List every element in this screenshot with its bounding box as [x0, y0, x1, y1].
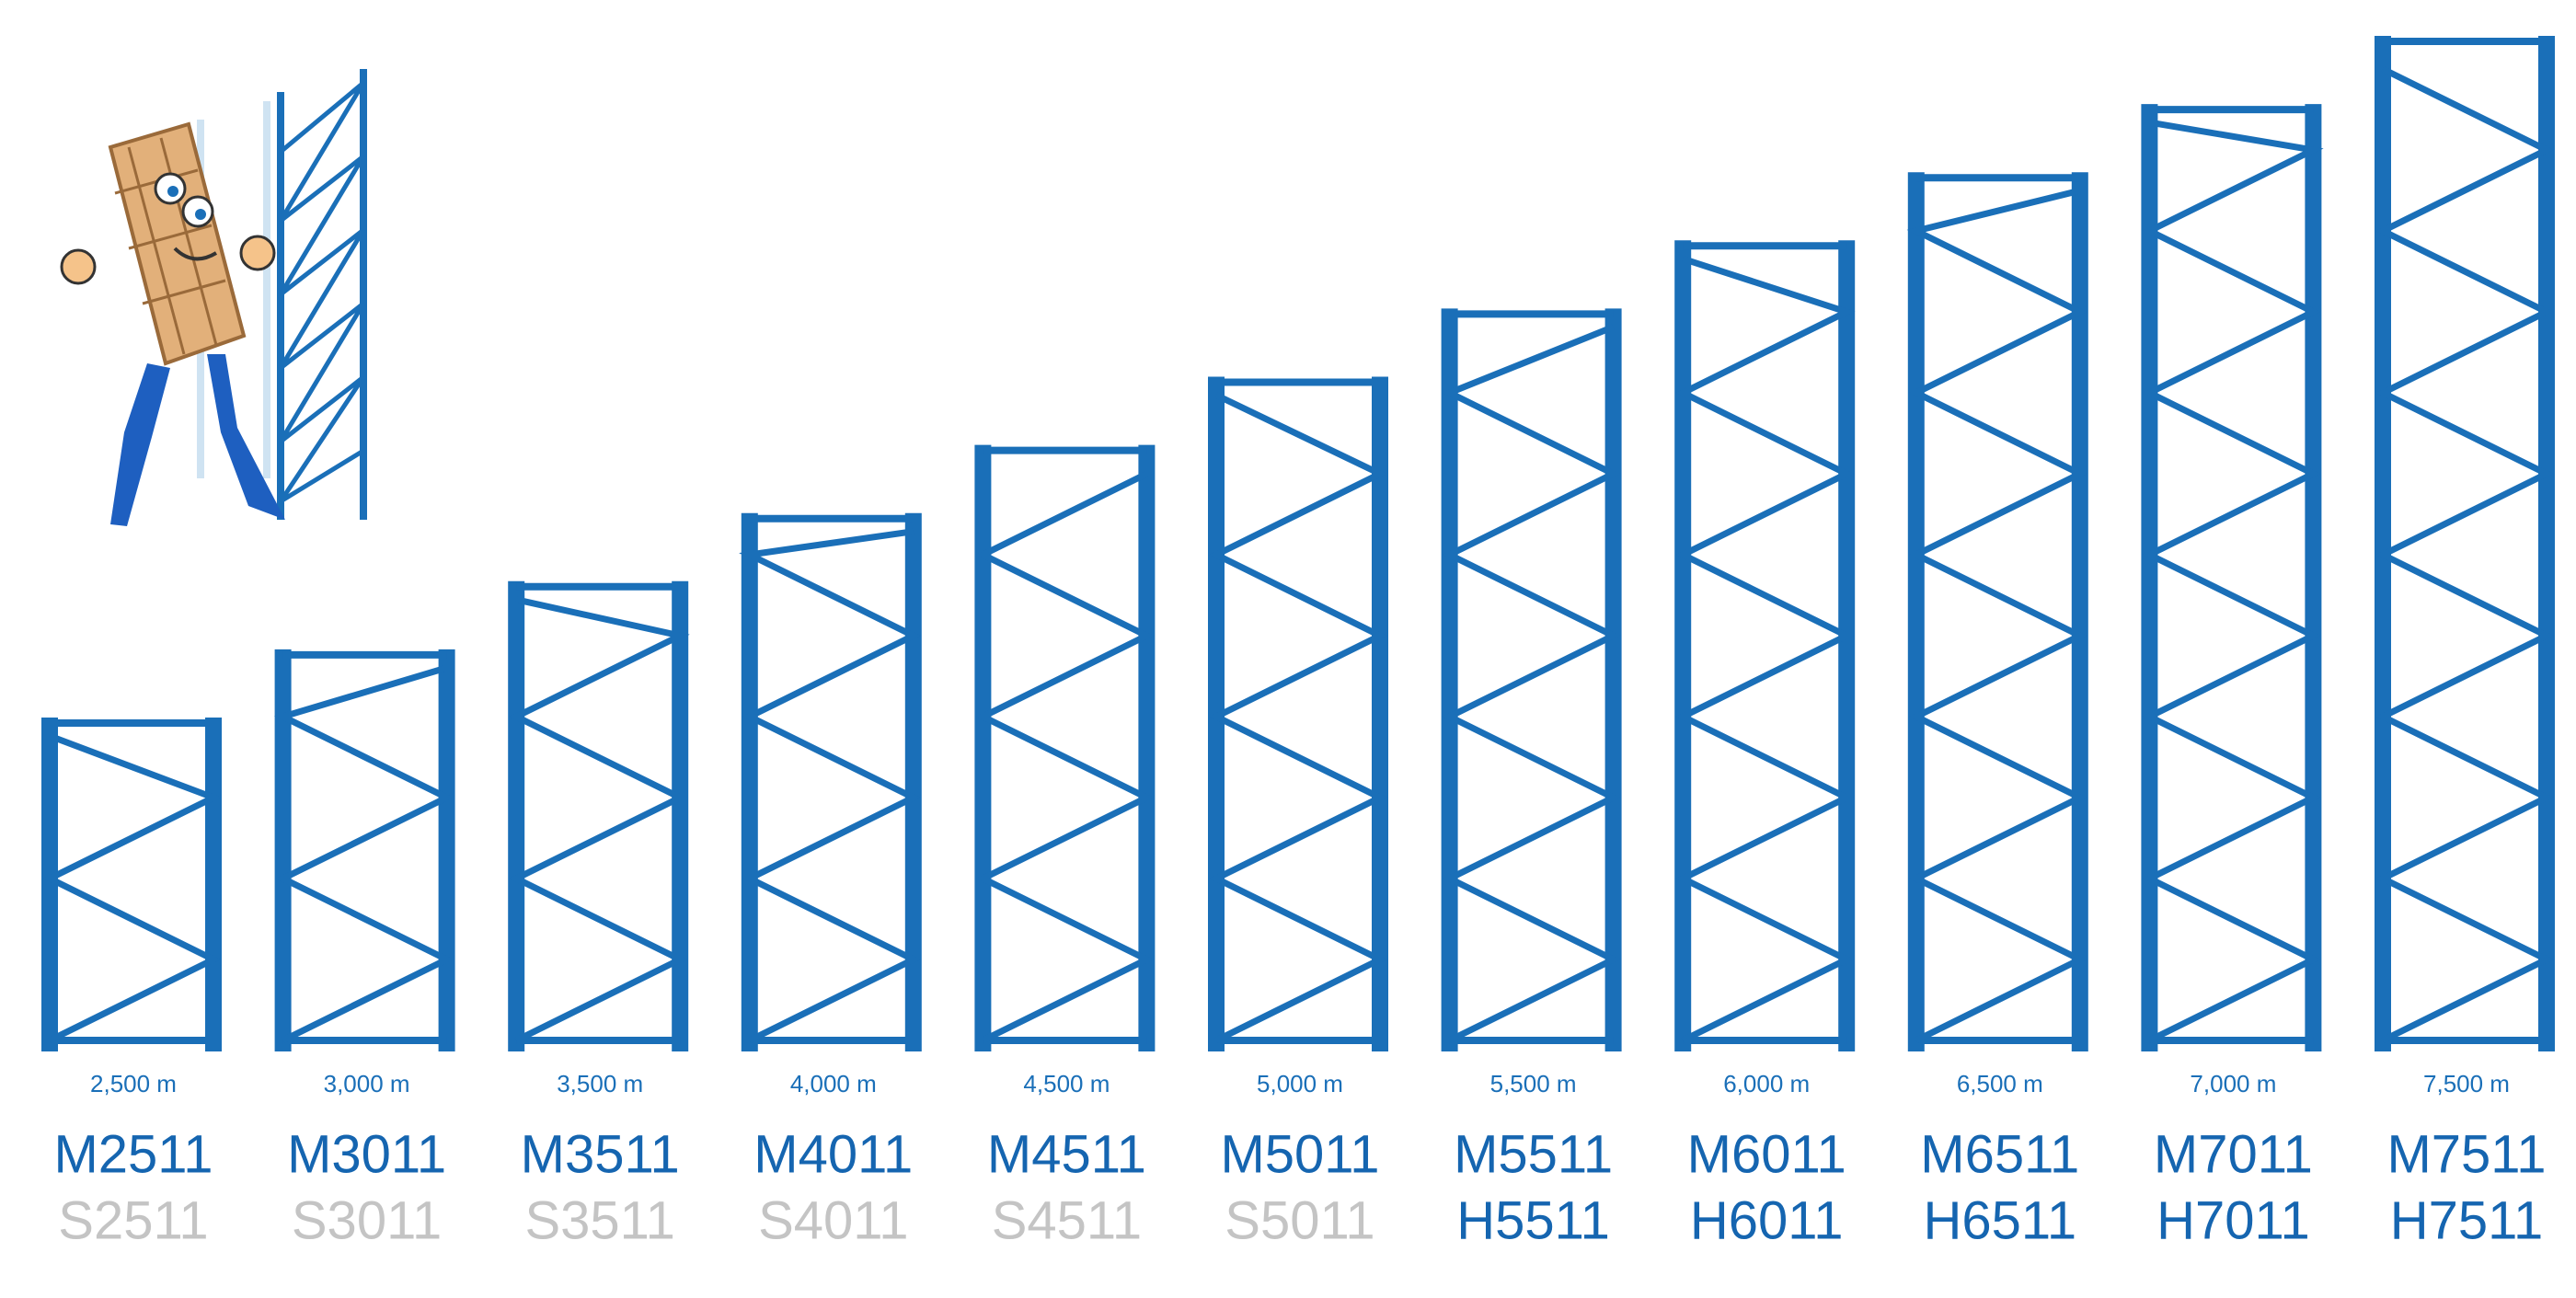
model-label: M4011 — [753, 1124, 913, 1184]
diagonal-bracing — [2375, 65, 2554, 1044]
height-label: 3,500 m — [557, 1070, 643, 1097]
model-label: M7011 — [2154, 1124, 2313, 1184]
diagonal-bracing — [42, 732, 222, 1044]
variant-label: S4011 — [758, 1190, 908, 1250]
height-label: 5,000 m — [1257, 1070, 1343, 1097]
diagonal-bracing — [1906, 187, 2087, 1044]
height-label: 3,000 m — [324, 1070, 410, 1097]
variant-label: H7011 — [2156, 1190, 2310, 1250]
diagonal-bracing — [1675, 255, 1856, 1044]
variant-label: S3011 — [292, 1190, 442, 1250]
diagonal-bracing — [274, 664, 454, 1044]
model-label: M6011 — [1687, 1124, 1846, 1184]
model-label: M5011 — [1220, 1124, 1379, 1184]
height-label: 7,500 m — [2423, 1070, 2510, 1097]
diagonal-bracing — [1209, 392, 1387, 1044]
height-label: 7,000 m — [2190, 1070, 2276, 1097]
model-label: M3511 — [521, 1124, 680, 1184]
model-label: M2511 — [53, 1124, 213, 1184]
variant-label: S5011 — [1225, 1190, 1374, 1250]
model-label: M3011 — [287, 1124, 446, 1184]
variant-label: H7511 — [2390, 1190, 2544, 1250]
model-label: M5511 — [1454, 1124, 1613, 1184]
variant-label: S3511 — [524, 1190, 674, 1250]
diagonal-bracing — [975, 470, 1155, 1044]
height-label: 4,000 m — [790, 1070, 877, 1097]
diagonal-bracing — [509, 596, 690, 1044]
model-label: M7511 — [2386, 1124, 2546, 1184]
diagonal-bracing — [1442, 324, 1621, 1044]
variant-label: H5511 — [1456, 1190, 1610, 1250]
height-label: 6,500 m — [1957, 1070, 2043, 1097]
height-label: 4,500 m — [1023, 1070, 1110, 1097]
diagonal-bracing — [739, 528, 921, 1044]
variant-label: H6011 — [1690, 1190, 1844, 1250]
variant-label: S2511 — [58, 1190, 208, 1250]
model-label: M4511 — [987, 1124, 1146, 1184]
height-label: 6,000 m — [1723, 1070, 1810, 1097]
mascot — [60, 69, 367, 526]
variant-label: H6511 — [1923, 1190, 2076, 1250]
height-label: 2,500 m — [90, 1070, 177, 1097]
model-label: M6511 — [1920, 1124, 2079, 1184]
diagonal-bracing — [2142, 119, 2324, 1044]
height-label: 5,500 m — [1490, 1070, 1577, 1097]
variant-label: S4511 — [992, 1190, 1142, 1250]
